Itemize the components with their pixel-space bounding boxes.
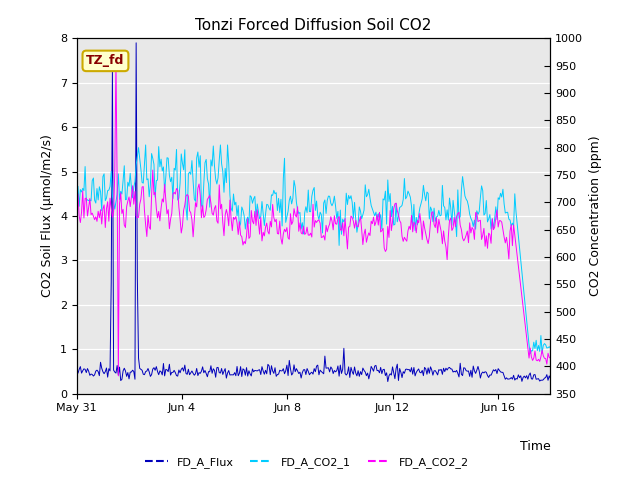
- FD_A_Flux: [228, 372, 236, 378]
- FD_A_Flux: [73, 371, 81, 376]
- Legend: FD_A_Flux, FD_A_CO2_1, FD_A_CO2_2: FD_A_Flux, FD_A_CO2_1, FD_A_CO2_2: [141, 452, 474, 472]
- FD_A_Flux: [262, 367, 269, 373]
- FD_A_Flux: [372, 362, 380, 368]
- Y-axis label: CO2 Soil Flux (μmol/m2/s): CO2 Soil Flux (μmol/m2/s): [42, 134, 54, 298]
- Y-axis label: CO2 Concentration (ppm): CO2 Concentration (ppm): [589, 136, 602, 296]
- Text: TZ_fd: TZ_fd: [86, 54, 125, 67]
- FD_A_CO2_2: [547, 355, 554, 361]
- FD_A_CO2_1: [73, 192, 81, 197]
- FD_A_CO2_1: [228, 208, 236, 214]
- Title: Tonzi Forced Diffusion Soil CO2: Tonzi Forced Diffusion Soil CO2: [195, 18, 432, 33]
- FD_A_CO2_1: [142, 142, 150, 148]
- FD_A_CO2_2: [417, 221, 425, 227]
- FD_A_CO2_2: [132, 213, 140, 219]
- FD_A_Flux: [417, 370, 425, 376]
- FD_A_CO2_2: [112, 58, 120, 63]
- Line: FD_A_CO2_2: FD_A_CO2_2: [77, 60, 550, 376]
- FD_A_CO2_1: [416, 205, 424, 211]
- FD_A_CO2_1: [372, 209, 380, 215]
- FD_A_CO2_1: [526, 351, 534, 357]
- FD_A_CO2_2: [115, 373, 122, 379]
- FD_A_CO2_1: [547, 345, 554, 351]
- FD_A_CO2_2: [73, 201, 81, 207]
- FD_A_CO2_2: [373, 212, 381, 217]
- FD_A_CO2_2: [263, 220, 271, 226]
- FD_A_CO2_1: [262, 211, 269, 217]
- FD_A_Flux: [130, 369, 138, 374]
- FD_A_Flux: [132, 40, 140, 46]
- FD_A_CO2_2: [230, 215, 237, 220]
- FD_A_CO2_1: [130, 184, 138, 190]
- FD_A_CO2_2: [420, 218, 428, 224]
- FD_A_Flux: [547, 376, 554, 382]
- FD_A_Flux: [384, 379, 392, 384]
- Line: FD_A_CO2_1: FD_A_CO2_1: [77, 145, 550, 354]
- FD_A_CO2_1: [419, 196, 426, 202]
- Line: FD_A_Flux: FD_A_Flux: [77, 43, 550, 382]
- Text: Time: Time: [520, 440, 550, 453]
- FD_A_Flux: [420, 373, 428, 379]
